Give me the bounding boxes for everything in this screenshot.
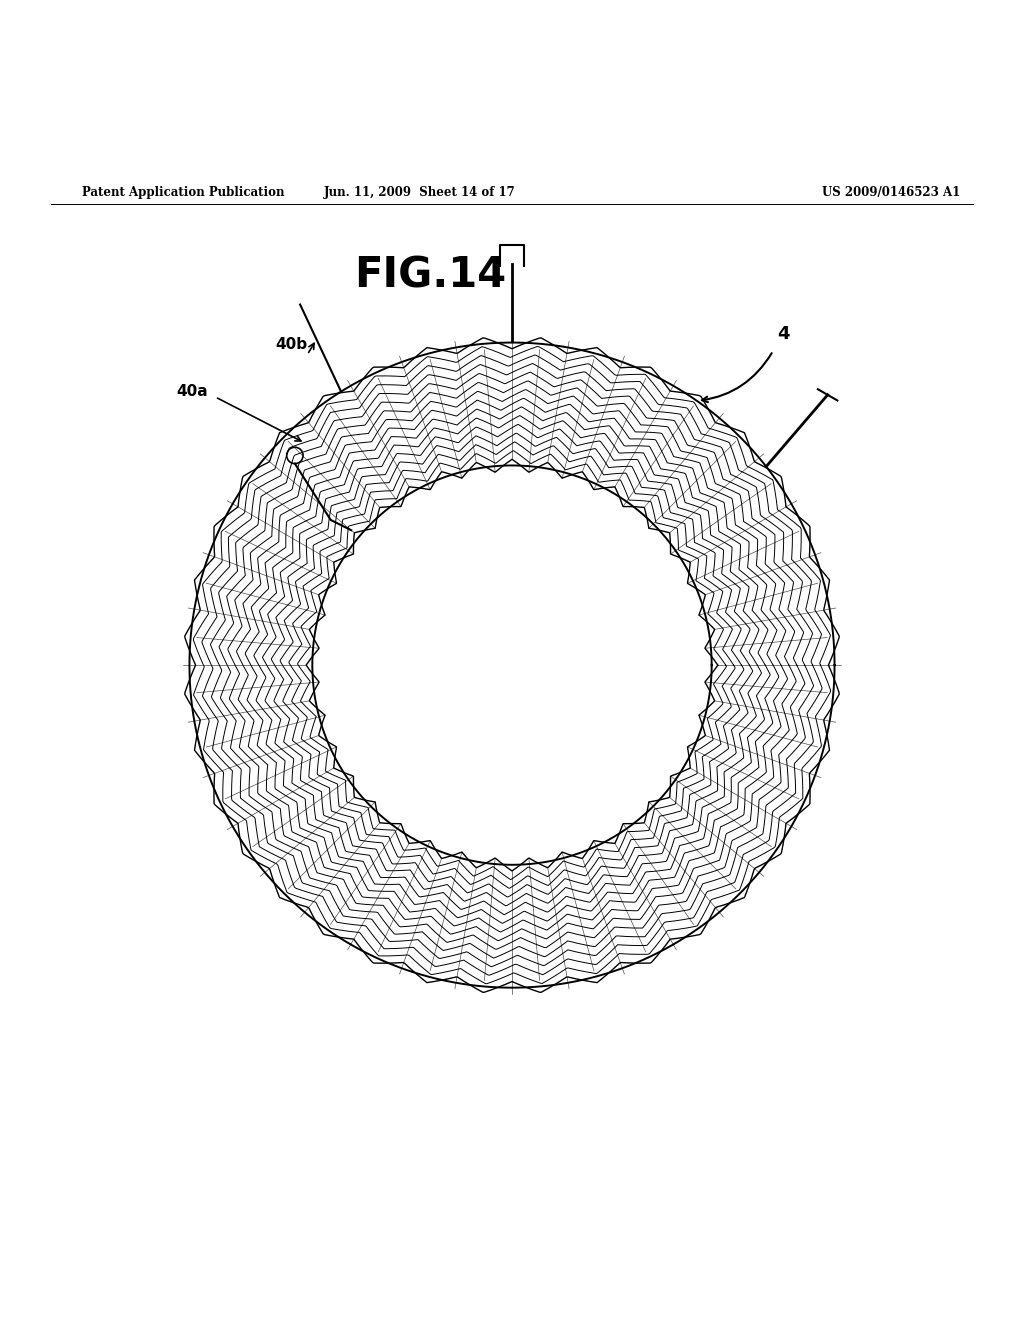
Text: Patent Application Publication: Patent Application Publication: [82, 186, 285, 198]
Text: US 2009/0146523 A1: US 2009/0146523 A1: [821, 186, 961, 198]
Text: 40a: 40a: [177, 384, 208, 399]
Text: 4: 4: [777, 325, 790, 343]
Text: Jun. 11, 2009  Sheet 14 of 17: Jun. 11, 2009 Sheet 14 of 17: [324, 186, 516, 198]
Text: FIG.14: FIG.14: [354, 255, 506, 297]
Text: 40b: 40b: [275, 337, 308, 352]
